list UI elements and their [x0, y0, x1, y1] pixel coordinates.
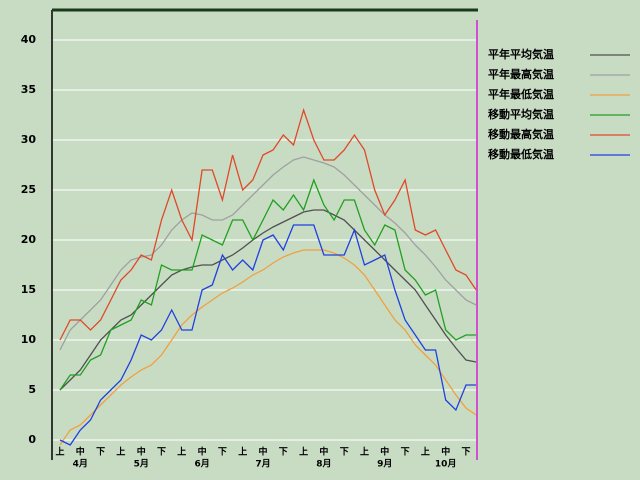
series-line	[59, 107, 477, 341]
legend-label: 平年平均気温	[488, 47, 554, 61]
y-tick-label: 35	[21, 83, 36, 96]
x-tick-label: 上	[238, 446, 247, 458]
x-tick-label: 上	[116, 446, 125, 458]
series-line	[59, 209, 477, 391]
x-tick-label: 下	[340, 447, 349, 458]
x-tick-label: 中	[441, 446, 450, 458]
legend-label: 移動最低気温	[488, 147, 554, 161]
x-tick-label: 中	[319, 446, 328, 458]
y-tick-label: 30	[21, 133, 37, 146]
x-tick-label: 中	[137, 446, 146, 458]
x-tick-label: 中	[76, 446, 85, 458]
y-tick-label: 5	[28, 383, 36, 396]
x-tick-label: 上	[421, 446, 430, 458]
series-line	[59, 224, 477, 446]
x-tick-label: 下	[279, 447, 288, 458]
x-tick-label: 下	[461, 447, 470, 458]
x-tick-label: 下	[218, 447, 227, 458]
y-tick-label: 40	[21, 33, 37, 46]
y-tick-label: 10	[21, 333, 37, 346]
x-tick-label: 上	[177, 446, 186, 458]
legend-label: 平年最低気温	[488, 87, 554, 101]
x-tick-label: 下	[401, 447, 410, 458]
y-tick-label: 20	[21, 233, 37, 246]
legend-label: 移動最高気温	[488, 127, 554, 141]
x-tick-label: 中	[258, 446, 267, 458]
series-line	[59, 156, 477, 351]
legend-label: 平年最高気温	[488, 67, 554, 81]
month-label: 6月	[194, 459, 209, 470]
y-tick-label: 0	[28, 433, 36, 446]
x-tick-label: 上	[299, 446, 308, 458]
month-label: 5月	[134, 459, 149, 470]
x-tick-label: 下	[96, 447, 105, 458]
y-tick-label: 15	[21, 283, 36, 296]
month-label: 7月	[255, 459, 270, 470]
x-tick-label: 中	[380, 446, 389, 458]
x-tick-label: 上	[360, 446, 369, 458]
y-tick-label: 25	[21, 183, 36, 196]
x-tick-label: 上	[55, 446, 64, 458]
series-line	[59, 178, 477, 391]
month-label: 4月	[73, 459, 88, 470]
series-line	[59, 249, 477, 446]
month-label: 8月	[316, 459, 331, 470]
x-tick-label: 下	[157, 447, 166, 458]
month-label: 10月	[435, 459, 457, 470]
x-tick-label: 中	[198, 446, 207, 458]
legend-label: 移動平均気温	[488, 107, 554, 121]
month-label: 9月	[377, 459, 392, 470]
